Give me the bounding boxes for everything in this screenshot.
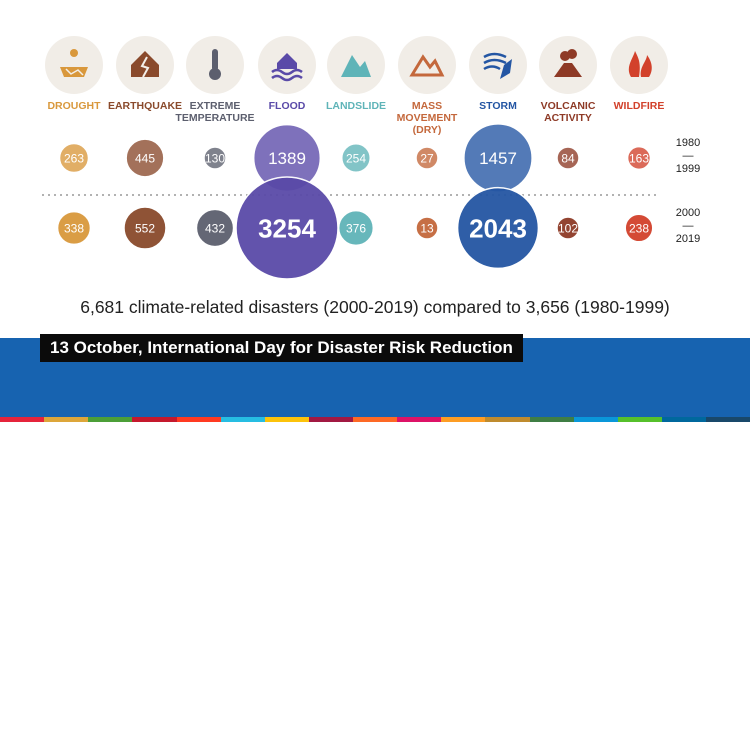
bubble-value: 102 bbox=[558, 221, 578, 235]
category-label: EXTREME TEMPERATURE bbox=[175, 100, 254, 124]
landslide-icon bbox=[327, 36, 385, 94]
bubble-value: 27 bbox=[420, 151, 434, 165]
disaster-bubble-chart: DROUGHT EARTHQUAKE EXTREME TEMPERATURE FLOOD… bbox=[42, 36, 700, 280]
bubble-value: 1457 bbox=[479, 149, 517, 168]
headline: 6,681 climate-related disasters (2000-20… bbox=[80, 297, 670, 317]
stripe-segment bbox=[308, 417, 353, 422]
bubble-1980-1999: 1389 bbox=[252, 123, 322, 193]
stripe-segment bbox=[397, 417, 442, 422]
stripe-segment bbox=[132, 417, 177, 422]
bubble-2000-2019: 238 bbox=[624, 213, 654, 243]
stripe-segment bbox=[264, 417, 309, 422]
mountain-icon bbox=[398, 36, 456, 94]
bubble-value: 1389 bbox=[268, 149, 306, 168]
bubble-2000-2019: 338 bbox=[56, 210, 92, 246]
bubble-1980-1999: 1457 bbox=[463, 123, 533, 193]
wildfire-icon bbox=[610, 36, 668, 94]
bubble-value: 163 bbox=[629, 151, 649, 165]
stripe-segment bbox=[176, 417, 221, 422]
bubble-2000-2019: 552 bbox=[123, 206, 167, 250]
stripe-segment bbox=[353, 417, 398, 422]
period-label: 2000—2019 bbox=[676, 207, 700, 245]
bubble-value: 376 bbox=[346, 221, 366, 235]
volcano-icon bbox=[539, 36, 597, 94]
stripe-segment bbox=[44, 417, 89, 422]
category-label: WILDFIRE bbox=[614, 100, 665, 112]
bubble-value: 84 bbox=[561, 151, 575, 165]
bubble-2000-2019: 376 bbox=[337, 209, 375, 247]
bubble-1980-1999: 27 bbox=[415, 146, 439, 170]
bubble-value: 130 bbox=[205, 151, 225, 165]
stripe-segment bbox=[220, 417, 265, 422]
bubble-2000-2019: 13 bbox=[415, 216, 439, 240]
sdg-color-stripe bbox=[0, 417, 750, 422]
bubble-2000-2019: 3254 bbox=[235, 176, 339, 280]
logo-subtitle: UN Office for Disaster Risk Reduction bbox=[590, 726, 707, 733]
hashtags: #DRRday #ItsAllAboutGovernance bbox=[44, 709, 340, 729]
period-label: 1980—1999 bbox=[676, 137, 700, 175]
un-emblem-icon bbox=[592, 697, 622, 719]
category-label: EARTHQUAKE bbox=[108, 100, 182, 112]
logo-name: UNDRR bbox=[630, 692, 712, 717]
bubble-value: 445 bbox=[135, 151, 155, 165]
bubble-1980-1999: 163 bbox=[626, 145, 652, 171]
bubble-value: 432 bbox=[205, 221, 225, 235]
bubble-value: 238 bbox=[629, 221, 649, 235]
category-label: VOLCANIC ACTIVITY bbox=[541, 100, 596, 124]
stripe-segment bbox=[617, 417, 662, 422]
bubble-1980-1999: 254 bbox=[341, 143, 371, 173]
stripe-segment bbox=[0, 417, 45, 422]
bubble-value: 338 bbox=[64, 221, 84, 235]
date-banner: 13 October, International Day for Disast… bbox=[40, 334, 523, 362]
category-label: FLOOD bbox=[269, 100, 306, 112]
stripe-segment bbox=[706, 417, 750, 422]
bubble-value: 254 bbox=[346, 151, 366, 165]
storm-icon bbox=[469, 36, 527, 94]
stripe-segment bbox=[441, 417, 486, 422]
category-label: DROUGHT bbox=[47, 100, 101, 112]
stripe-segment bbox=[88, 417, 133, 422]
bubble-value: 13 bbox=[420, 221, 434, 235]
bubble-1980-1999: 84 bbox=[556, 146, 580, 170]
drought-icon bbox=[45, 36, 103, 94]
thermometer-icon bbox=[186, 36, 244, 94]
stripe-segment bbox=[661, 417, 706, 422]
flood-icon bbox=[258, 36, 316, 94]
category-label: LANDSLIDE bbox=[326, 100, 386, 112]
bubble-value: 552 bbox=[135, 221, 155, 235]
category-label: STORM bbox=[479, 100, 517, 112]
bubble-2000-2019: 432 bbox=[195, 208, 235, 248]
bubble-1980-1999: 130 bbox=[203, 146, 227, 170]
stripe-segment bbox=[529, 417, 574, 422]
bubble-2000-2019: 2043 bbox=[456, 186, 540, 270]
category-label: MASS MOVEMENT (DRY) bbox=[397, 100, 458, 136]
bubble-1980-1999: 263 bbox=[58, 142, 90, 174]
undrr-logo: UNDRR UN Office for Disaster Risk Reduct… bbox=[590, 692, 740, 742]
bubble-value: 2043 bbox=[469, 213, 527, 243]
bubble-1980-1999: 445 bbox=[125, 138, 165, 178]
bubble-2000-2019: 102 bbox=[556, 216, 580, 240]
stripe-segment bbox=[573, 417, 618, 422]
bubble-value: 263 bbox=[64, 151, 84, 165]
bubble-value: 3254 bbox=[258, 213, 316, 243]
stripe-segment bbox=[485, 417, 530, 422]
earthquake-icon bbox=[116, 36, 174, 94]
